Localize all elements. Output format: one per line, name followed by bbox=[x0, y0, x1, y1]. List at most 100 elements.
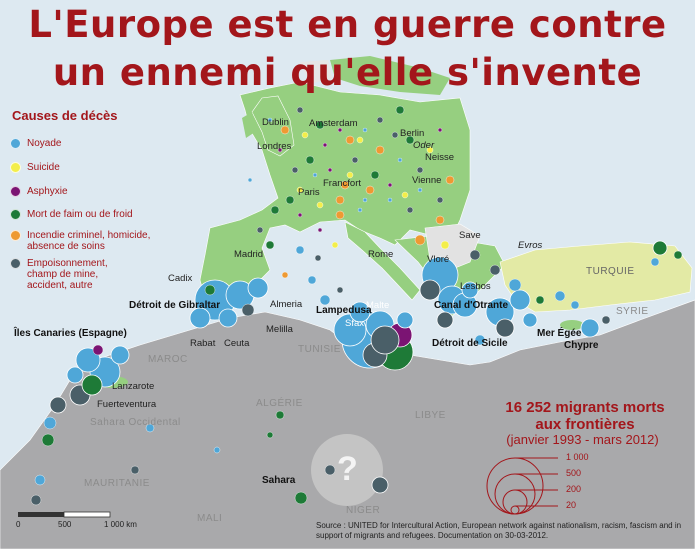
death-marker bbox=[370, 325, 400, 355]
death-marker bbox=[396, 311, 414, 329]
cyprus-land bbox=[560, 320, 584, 330]
death-marker bbox=[376, 116, 384, 124]
death-marker bbox=[34, 474, 46, 486]
label-maroc: MAROC bbox=[148, 354, 188, 365]
death-marker bbox=[327, 167, 333, 173]
death-marker bbox=[301, 131, 309, 139]
question-mark: ? bbox=[337, 450, 358, 488]
death-marker bbox=[416, 166, 424, 174]
size-label-500: 500 bbox=[566, 468, 582, 478]
source-note: Source : UNITED for Intercultural Action… bbox=[316, 521, 682, 540]
death-marker bbox=[509, 289, 531, 311]
death-marker bbox=[319, 294, 331, 306]
death-marker bbox=[419, 279, 441, 301]
label-paris: Paris bbox=[298, 187, 320, 198]
legend-label: Empoisonnement, champ de mine, accident,… bbox=[27, 258, 108, 291]
label-lampedusa: Lampedusa bbox=[316, 305, 372, 316]
sahara-unknown-circle bbox=[311, 434, 383, 506]
death-marker bbox=[508, 278, 522, 292]
death-marker bbox=[356, 136, 364, 144]
death-marker bbox=[362, 127, 368, 133]
label-vlore: Vloré bbox=[427, 254, 450, 265]
death-marker bbox=[189, 307, 211, 329]
italy-land bbox=[344, 221, 421, 301]
death-marker bbox=[49, 396, 67, 414]
death-marker bbox=[601, 315, 611, 325]
label-evros: Evros bbox=[518, 240, 543, 251]
death-marker bbox=[461, 281, 479, 299]
death-marker bbox=[265, 240, 275, 250]
death-marker bbox=[362, 197, 368, 203]
label-detroit-gibraltar: Détroit de Gibraltar bbox=[129, 300, 221, 311]
label-mali: MALI bbox=[197, 513, 223, 524]
legend-dot-icon bbox=[10, 258, 21, 269]
death-marker bbox=[335, 210, 345, 220]
death-marker bbox=[554, 290, 566, 302]
scandinavia-land bbox=[330, 56, 450, 95]
death-marker bbox=[437, 127, 443, 133]
death-marker bbox=[294, 491, 308, 505]
label-almeria: Almeria bbox=[270, 299, 303, 310]
death-marker bbox=[351, 156, 359, 164]
death-marker bbox=[469, 249, 481, 261]
size-label-1000: 1 000 bbox=[566, 452, 589, 462]
label-vienne: Vienne bbox=[412, 175, 442, 186]
label-cadix: Cadix bbox=[168, 273, 193, 284]
label-chypre: Chypre bbox=[564, 340, 599, 351]
size-legend bbox=[486, 457, 558, 515]
legend-dot-icon bbox=[10, 186, 21, 197]
death-marker bbox=[41, 433, 55, 447]
death-marker bbox=[336, 286, 344, 294]
legend-label: Asphyxie bbox=[27, 186, 68, 197]
label-canal-otrante: Canal d'Otrante bbox=[434, 300, 509, 311]
size-label-20: 20 bbox=[566, 500, 577, 510]
death-marker bbox=[277, 147, 283, 153]
death-marker bbox=[266, 431, 274, 439]
label-sfax: Sfax bbox=[345, 318, 365, 329]
death-marker bbox=[435, 215, 445, 225]
death-marker bbox=[397, 157, 403, 163]
death-marker bbox=[495, 318, 515, 338]
death-marker bbox=[406, 206, 414, 214]
death-marker bbox=[81, 374, 103, 396]
death-marker bbox=[391, 131, 399, 139]
death-marker bbox=[535, 295, 545, 305]
death-marker bbox=[305, 155, 315, 165]
legend-item: Noyade bbox=[10, 138, 61, 149]
death-marker bbox=[296, 106, 304, 114]
death-marker bbox=[218, 308, 238, 328]
title-line-2: un ennemi qu'elle s'invente bbox=[52, 51, 643, 94]
label-oder: Oder bbox=[413, 140, 435, 151]
death-marker bbox=[256, 226, 264, 234]
legend-item: Incendie criminel, homicide, absence de … bbox=[10, 230, 150, 252]
death-marker bbox=[322, 142, 328, 148]
label-mauritanie: MAURITANIE bbox=[84, 478, 150, 489]
scale-bar bbox=[18, 511, 111, 518]
uk-land bbox=[251, 95, 295, 157]
death-marker bbox=[445, 175, 455, 185]
legend-label: Mort de faim ou de froid bbox=[27, 209, 133, 220]
death-marker bbox=[337, 127, 343, 133]
death-marker bbox=[652, 240, 668, 256]
label-melilla: Melilla bbox=[266, 324, 293, 335]
legend-item: Empoisonnement, champ de mine, accident,… bbox=[10, 258, 108, 291]
title-line-1: L'Europe est en guerre contre bbox=[28, 3, 667, 46]
death-marker bbox=[474, 334, 486, 346]
norway-land bbox=[300, 60, 332, 84]
label-francfort: Francfort bbox=[323, 178, 362, 189]
death-marker bbox=[340, 180, 350, 190]
label-iles-canaries: Îles Canaries (Espagne) bbox=[14, 328, 127, 339]
death-marker bbox=[331, 241, 339, 249]
label-fuerteventura: Fuerteventura bbox=[97, 399, 157, 410]
death-marker bbox=[296, 186, 304, 194]
label-amsterdam: Amsterdam bbox=[309, 118, 358, 129]
death-marker bbox=[315, 120, 325, 130]
death-marker bbox=[580, 318, 600, 338]
legend-dot-icon bbox=[10, 138, 21, 149]
legend-title: Causes de décès bbox=[12, 108, 118, 123]
death-marker bbox=[291, 166, 299, 174]
label-turquie: TURQUIE bbox=[586, 266, 635, 277]
label-neisse: Neisse bbox=[425, 152, 455, 163]
death-marker bbox=[314, 254, 322, 262]
label-sahara: Sahara bbox=[262, 475, 296, 486]
